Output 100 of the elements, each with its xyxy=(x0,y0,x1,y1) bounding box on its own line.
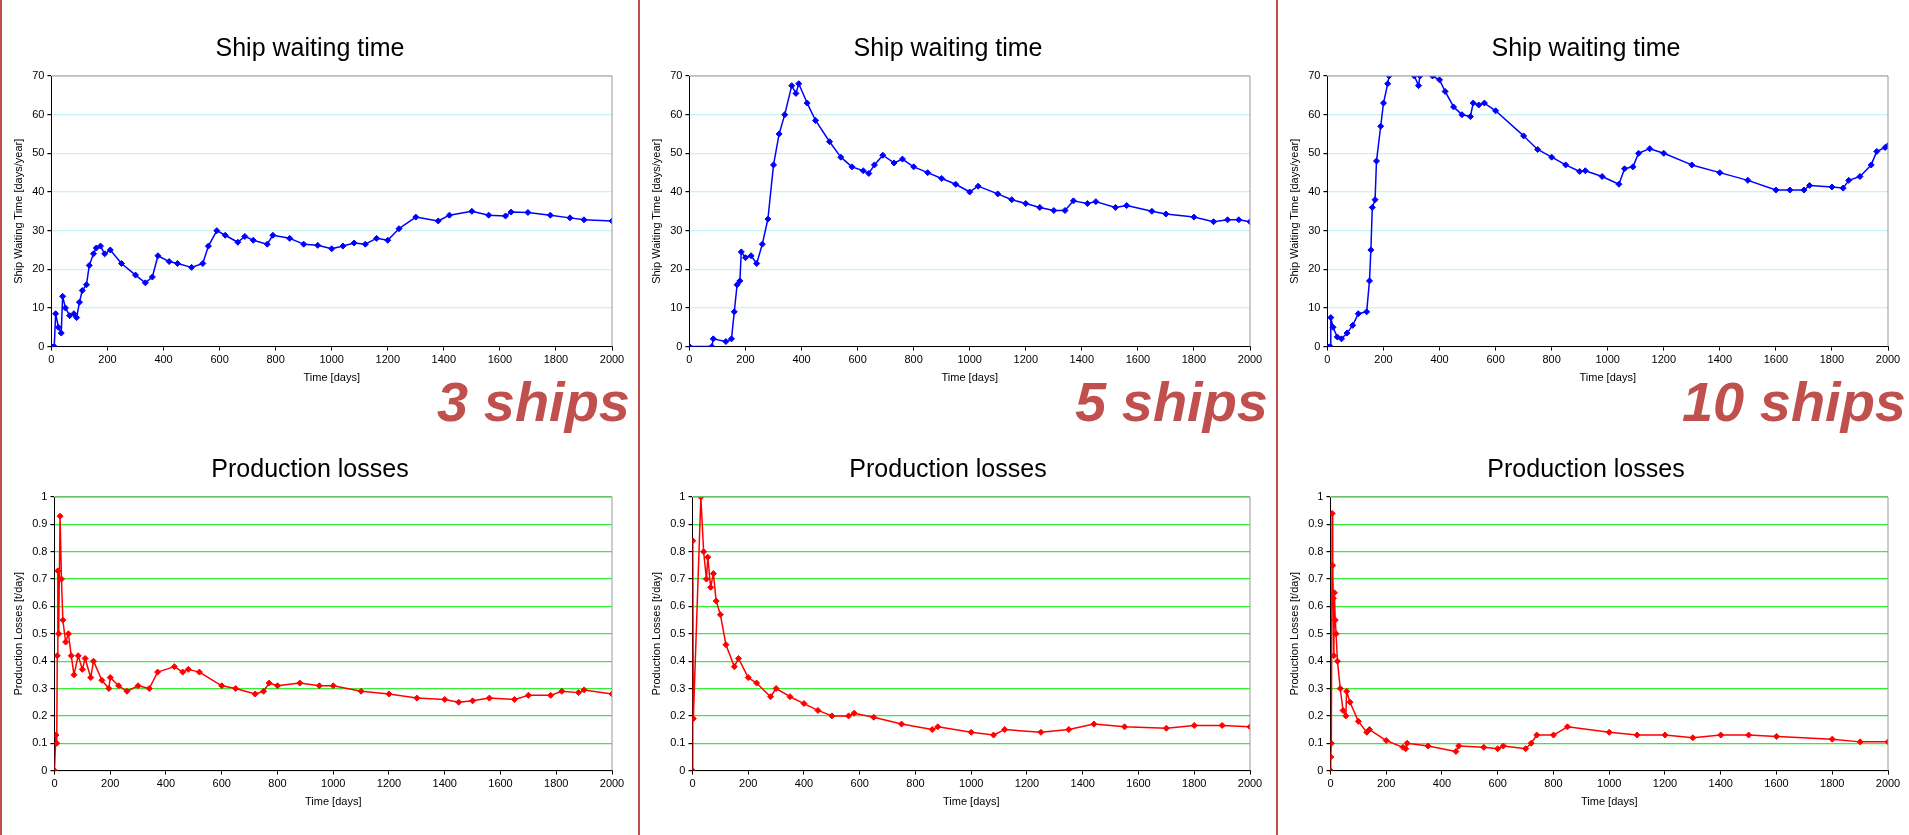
y-tick-label: 20 xyxy=(670,262,683,275)
y-tick-label: 60 xyxy=(32,107,45,120)
y-tick-label: 0 xyxy=(1317,763,1324,776)
x-tick-label: 200 xyxy=(739,777,758,790)
y-tick-label: 0.1 xyxy=(32,736,48,749)
y-axis-title: Ship Waiting Time [days/year] xyxy=(11,138,24,284)
x-tick-label: 0 xyxy=(1327,777,1334,790)
y-tick-label: 0.9 xyxy=(32,517,48,530)
y-tick-label: 10 xyxy=(32,300,45,313)
x-tick-label: 200 xyxy=(98,353,117,366)
x-tick-label: 1200 xyxy=(1651,353,1677,366)
x-tick-label: 1800 xyxy=(1181,353,1207,366)
y-tick-label: 40 xyxy=(670,185,683,197)
x-tick-label: 2000 xyxy=(1237,353,1263,366)
x-tick-label: 1600 xyxy=(488,777,513,790)
chart-title: Production losses xyxy=(211,453,409,482)
x-tick-label: 1800 xyxy=(1819,353,1845,366)
x-tick-label: 1000 xyxy=(319,353,344,366)
y-tick-label: 20 xyxy=(1308,262,1321,275)
x-tick-label: 1600 xyxy=(1126,777,1151,790)
x-axis-title: Time [days] xyxy=(941,371,998,384)
y-tick-label: 1 xyxy=(41,490,48,503)
y-tick-label: 0.6 xyxy=(670,599,686,612)
x-tick-label: 600 xyxy=(210,353,229,366)
x-axis-title: Time [days] xyxy=(303,371,360,384)
y-tick-label: 30 xyxy=(32,223,45,236)
x-tick-label: 1600 xyxy=(1763,353,1789,366)
y-tick-label: 0.2 xyxy=(670,708,686,721)
x-tick-label: 1400 xyxy=(1707,353,1733,366)
x-tick-label: 0 xyxy=(689,777,696,790)
text: 5 ships xyxy=(1075,370,1268,433)
y-tick-label: 50 xyxy=(32,146,45,159)
x-tick-label: 600 xyxy=(1486,353,1505,366)
chart-title: Ship waiting time xyxy=(215,32,405,61)
x-tick-label: 600 xyxy=(212,777,231,790)
y-tick-label: 0.2 xyxy=(1308,708,1324,721)
x-tick-label: 400 xyxy=(792,353,811,366)
y-tick-label: 70 xyxy=(670,69,683,82)
text: 10 ships xyxy=(1681,370,1906,433)
x-tick-label: 200 xyxy=(1374,353,1393,366)
y-tick-label: 0.3 xyxy=(670,681,686,694)
x-axis-title: Time [days] xyxy=(305,795,362,808)
y-tick-label: 40 xyxy=(1308,185,1321,197)
x-tick-label: 1600 xyxy=(1125,353,1151,366)
x-tick-label: 400 xyxy=(1430,353,1449,366)
y-tick-label: 40 xyxy=(32,185,45,197)
y-axis-title: Production Losses [t/day] xyxy=(649,572,662,696)
x-tick-label: 400 xyxy=(794,777,814,790)
y-axis-title: Ship Waiting Time [days/year] xyxy=(1287,138,1300,284)
x-tick-label: 2000 xyxy=(599,777,625,790)
x-tick-label: 200 xyxy=(101,777,120,790)
y-tick-label: 0.6 xyxy=(1308,599,1324,612)
x-tick-label: 1000 xyxy=(1597,777,1622,790)
y-tick-label: 10 xyxy=(1308,300,1321,313)
x-tick-label: 1000 xyxy=(1595,353,1620,366)
x-tick-label: 1400 xyxy=(1708,777,1733,790)
chart-title: Ship waiting time xyxy=(853,32,1043,61)
x-tick-label: 600 xyxy=(1488,777,1507,790)
x-tick-label: 800 xyxy=(904,353,923,366)
x-tick-label: 400 xyxy=(156,777,176,790)
x-tick-label: 2000 xyxy=(599,353,625,366)
y-tick-label: 0.5 xyxy=(670,626,686,639)
y-tick-label: 0.8 xyxy=(32,544,48,557)
y-tick-label: 0.9 xyxy=(670,517,686,530)
chart-title: Production losses xyxy=(849,453,1047,482)
y-tick-label: 70 xyxy=(1308,69,1321,82)
x-tick-label: 1200 xyxy=(376,777,402,790)
chart-title: Production losses xyxy=(1487,453,1685,482)
chart-title: Ship waiting time xyxy=(1491,32,1681,61)
x-tick-label: 1000 xyxy=(957,353,982,366)
y-tick-label: 0.7 xyxy=(1308,572,1324,585)
y-tick-label: 0.5 xyxy=(32,626,48,639)
y-tick-label: 0.3 xyxy=(1308,681,1324,694)
x-tick-label: 1200 xyxy=(1013,353,1039,366)
x-tick-label: 400 xyxy=(1432,777,1452,790)
y-tick-label: 60 xyxy=(1308,107,1321,120)
y-tick-label: 0.5 xyxy=(1308,626,1324,639)
y-tick-label: 0.4 xyxy=(32,654,48,667)
y-tick-label: 60 xyxy=(670,107,683,120)
x-tick-label: 1800 xyxy=(1820,777,1845,790)
y-tick-label: 20 xyxy=(32,262,45,275)
x-tick-label: 1000 xyxy=(321,777,346,790)
y-tick-label: 10 xyxy=(670,300,683,313)
x-tick-label: 2000 xyxy=(1237,777,1263,790)
y-tick-label: 0 xyxy=(38,339,45,352)
y-tick-label: 30 xyxy=(670,223,683,236)
x-axis-title: Time [days] xyxy=(1579,371,1636,384)
x-axis-title: Time [days] xyxy=(1581,795,1638,808)
y-tick-label: 0.1 xyxy=(670,736,686,749)
x-tick-label: 200 xyxy=(736,353,755,366)
x-tick-label: 1400 xyxy=(1070,777,1095,790)
y-tick-label: 0 xyxy=(41,763,48,776)
x-tick-label: 600 xyxy=(850,777,869,790)
y-tick-label: 0.4 xyxy=(670,654,686,667)
x-tick-label: 1800 xyxy=(544,777,569,790)
y-tick-label: 0.7 xyxy=(32,572,48,585)
y-tick-label: 0.8 xyxy=(670,544,686,557)
x-tick-label: 2000 xyxy=(1875,777,1901,790)
x-tick-label: 400 xyxy=(154,353,173,366)
y-tick-label: 0.2 xyxy=(32,708,48,721)
